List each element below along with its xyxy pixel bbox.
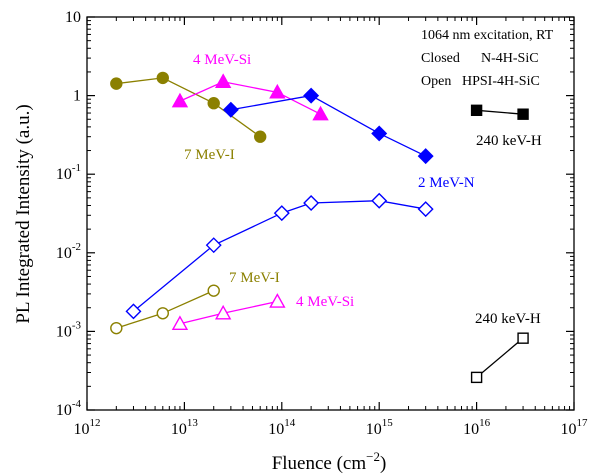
label-closed-240kev-h: 240 keV-H: [476, 133, 542, 149]
y-tick-label: 10-2: [56, 241, 81, 262]
note-open-material: HPSI-4H-SiC: [462, 74, 540, 89]
circle-marker: [207, 97, 220, 110]
circle-marker: [253, 130, 267, 143]
series-line: [179, 300, 278, 325]
y-tick-label: 10-1: [56, 162, 81, 183]
square-marker: [470, 371, 483, 384]
triangle-marker: [214, 73, 232, 88]
note-excitation: 1064 nm excitation, RT: [421, 28, 554, 43]
note-closed-material: N-4H-SiC: [481, 51, 539, 66]
x-tick-exponent: 17: [577, 417, 589, 429]
x-tick-base: 10: [463, 421, 479, 438]
x-tick-label: 1017: [561, 417, 589, 438]
y-tick-exponent: -4: [72, 398, 82, 410]
diamond-marker: [222, 101, 239, 118]
circle-marker: [156, 71, 169, 85]
x-tick-label: 1012: [74, 417, 101, 438]
y-tick-base: 1: [73, 88, 81, 105]
y-tick-base: 10: [56, 245, 72, 262]
circle-marker: [207, 284, 220, 297]
label-closed-2mev-n: 2 MeV-N: [418, 175, 475, 191]
series-line: [476, 109, 524, 115]
triangle-marker: [312, 105, 329, 121]
square-marker: [517, 108, 529, 120]
y-tick-label: 10: [65, 9, 81, 26]
triangle-marker: [269, 83, 286, 99]
triangle-marker: [269, 293, 286, 308]
plot-frame: [86, 16, 575, 411]
x-tick-base: 10: [268, 421, 284, 438]
triangle-marker: [214, 304, 232, 320]
x-tick-label: 1016: [463, 417, 491, 438]
y-tick-base: 10: [56, 323, 72, 340]
x-tick-base: 10: [366, 421, 382, 438]
y-axis-title: PL Integrated Intensity (a.u.): [13, 104, 34, 323]
note-closed: Closed: [421, 51, 460, 66]
x-tick-label: 1015: [366, 417, 394, 438]
note-open: Open: [421, 74, 451, 89]
x-tick-label: 1014: [268, 417, 296, 438]
y-tick-base: 10: [56, 166, 72, 183]
diamond-marker: [303, 87, 320, 104]
y-tick-base: 10: [65, 9, 81, 26]
x-tick-exponent: 14: [284, 417, 296, 429]
label-closed-4mev-si: 4 MeV-Si: [193, 52, 251, 68]
circle-marker: [110, 77, 123, 90]
y-tick-label: 1: [73, 88, 81, 105]
x-tick-base: 10: [171, 421, 187, 438]
circle-marker: [156, 307, 169, 320]
label-open-240kev-h: 240 keV-H: [475, 311, 541, 327]
square-marker: [470, 104, 483, 117]
x-tick-base: 10: [561, 421, 577, 438]
diamond-marker: [205, 237, 222, 254]
series-layer: [110, 71, 529, 384]
diamond-marker: [125, 303, 142, 320]
square-marker: [517, 332, 529, 344]
label-closed-7mev-i: 7 MeV-I: [184, 147, 235, 163]
label-open-4mev-si: 4 MeV-Si: [296, 294, 354, 310]
x-axis-title: Fluence (cm−2): [272, 449, 387, 474]
series-line: [476, 337, 524, 378]
x-tick-exponent: 16: [479, 417, 491, 429]
y-tick-label: 10-4: [56, 398, 82, 419]
x-tick-label: 1013: [171, 417, 199, 438]
series-line: [179, 81, 321, 115]
series-line: [230, 94, 426, 157]
triangle-marker: [171, 92, 189, 108]
label-open-7mev-i: 7 MeV-I: [229, 270, 280, 286]
y-tick-base: 10: [56, 402, 72, 419]
y-tick-exponent: -3: [72, 319, 82, 331]
x-tick-exponent: 13: [187, 417, 199, 429]
axes-layer: 1012 1013 1014 1015 1016 101710-410-310-210-1…: [56, 9, 588, 438]
series-line: [133, 200, 426, 312]
diamond-marker: [273, 205, 290, 222]
diamond-marker: [303, 195, 320, 211]
series-line: [116, 77, 261, 138]
x-tick-base: 10: [74, 421, 90, 438]
diamond-marker: [417, 148, 434, 165]
circle-marker: [110, 321, 123, 335]
y-tick-exponent: -1: [72, 162, 81, 174]
y-tick-exponent: -2: [72, 241, 81, 253]
diamond-marker: [371, 192, 388, 209]
x-tick-exponent: 12: [90, 417, 101, 429]
triangle-marker: [171, 315, 189, 330]
diamond-marker: [417, 201, 434, 218]
x-tick-exponent: 15: [382, 417, 394, 429]
diamond-marker: [371, 125, 388, 142]
y-tick-label: 10-3: [56, 319, 82, 340]
